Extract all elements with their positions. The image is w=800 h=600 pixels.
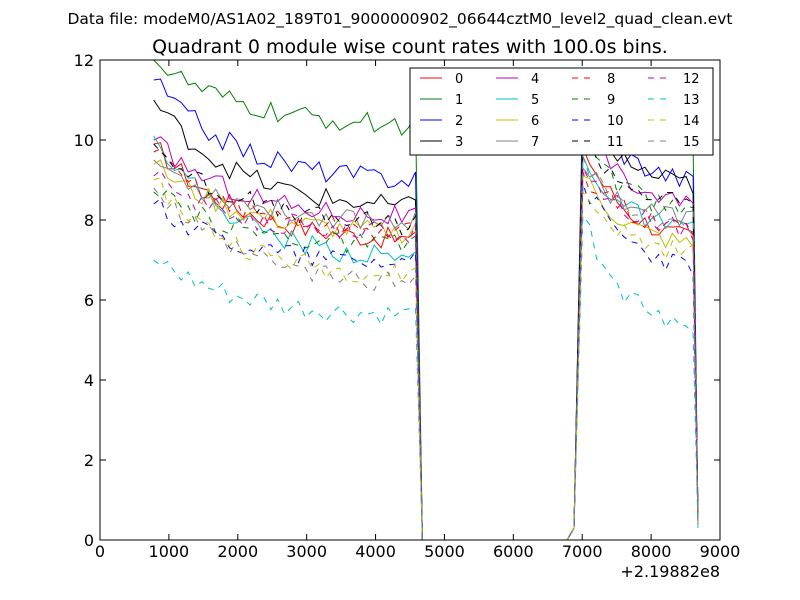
legend-label-12: 12 xyxy=(683,72,700,87)
series-line-9 xyxy=(153,138,699,540)
y-tick-label: 10 xyxy=(74,131,94,150)
legend-label-2: 2 xyxy=(455,114,463,129)
legend-label-8: 8 xyxy=(607,72,615,87)
legend-label-6: 6 xyxy=(531,114,539,129)
series-line-15 xyxy=(153,155,699,540)
legend-label-14: 14 xyxy=(683,114,700,129)
legend-label-7: 7 xyxy=(531,135,539,150)
chart-title: Quadrant 0 module wise count rates with … xyxy=(152,36,668,58)
legend-label-10: 10 xyxy=(607,114,624,129)
x-tick-label: 9000 xyxy=(700,542,741,561)
x-tick-label: 7000 xyxy=(562,542,603,561)
legend-label-3: 3 xyxy=(455,135,463,150)
legend-label-11: 11 xyxy=(607,135,624,150)
legend-label-13: 13 xyxy=(683,93,700,108)
legend-label-0: 0 xyxy=(455,72,463,87)
series-line-10 xyxy=(153,183,699,540)
x-tick-label: 6000 xyxy=(493,542,534,561)
legend-label-9: 9 xyxy=(607,93,615,108)
x-tick-label: 8000 xyxy=(631,542,672,561)
y-tick-label: 6 xyxy=(84,291,94,310)
series-line-13 xyxy=(153,214,699,540)
legend-label-15: 15 xyxy=(683,135,700,150)
axis-ticks: 0 1000 2000 3000 4000 5000 6000 7000 8000 9000 0 2 4… xyxy=(74,51,741,561)
x-tick-label: 2000 xyxy=(217,542,258,561)
y-tick-label: 8 xyxy=(84,211,94,230)
data-file-label: Data file: modeM0/AS1A02_189T01_90000009… xyxy=(67,10,732,29)
y-tick-label: 2 xyxy=(84,451,94,470)
y-tick-label: 4 xyxy=(84,371,94,390)
x-tick-label: 1000 xyxy=(149,542,190,561)
x-tick-label: 0 xyxy=(95,542,105,561)
y-tick-label: 12 xyxy=(74,51,94,70)
x-tick-label: 3000 xyxy=(286,542,327,561)
series-line-7 xyxy=(153,159,699,540)
x-tick-label: 4000 xyxy=(355,542,396,561)
legend-label-5: 5 xyxy=(531,93,539,108)
x-tick-label: 5000 xyxy=(424,542,465,561)
legend-label-4: 4 xyxy=(531,72,539,87)
series-line-0 xyxy=(153,142,699,540)
y-tick-label: 0 xyxy=(84,531,94,550)
series-line-5 xyxy=(153,135,699,540)
plot-frame xyxy=(99,59,721,541)
x-offset-label: +2.19882e8 xyxy=(620,562,720,581)
legend-label-1: 1 xyxy=(455,93,463,108)
series-line-8 xyxy=(153,148,699,540)
series-line-6 xyxy=(153,159,699,540)
